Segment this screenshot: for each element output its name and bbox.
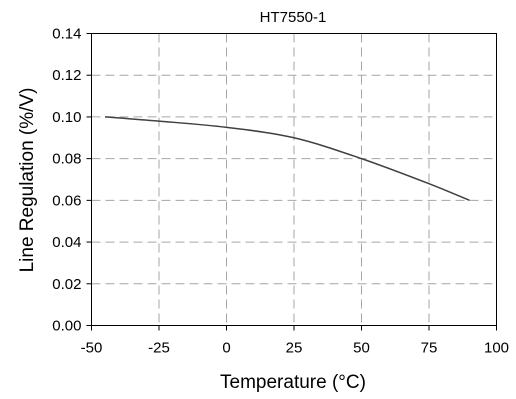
series-group (104, 116, 470, 202)
series-line (104, 116, 470, 202)
x-tick-label: 25 (286, 340, 303, 357)
y-axis-label: Line Regulation (%/V) (17, 88, 38, 273)
x-tick-label: 100 (484, 340, 509, 357)
y-tick-label: 0.12 (52, 67, 81, 84)
x-tick-labels: -50 -25 0 25 50 75 100 (81, 340, 509, 357)
tick-marks (86, 33, 497, 331)
x-tick-label: -50 (81, 340, 103, 357)
y-tick-labels: 0.00 0.02 0.04 0.06 0.08 0.10 0.12 0.14 (52, 26, 81, 335)
x-tick-label: 50 (353, 340, 370, 357)
y-tick-label: 0.02 (52, 276, 81, 293)
y-tick-label: 0.06 (52, 192, 81, 209)
y-tick-label: 0.08 (52, 151, 81, 168)
y-tick-label: 0.00 (52, 318, 81, 335)
y-tick-label: 0.14 (52, 26, 81, 43)
x-tick-label: 0 (222, 340, 230, 357)
grid-lines (91, 33, 497, 326)
y-tick-label: 0.04 (52, 234, 81, 251)
y-tick-label: 0.10 (52, 109, 81, 126)
x-axis-label: Temperature (°C) (220, 372, 366, 393)
x-tick-label: 75 (421, 340, 438, 357)
chart-title: HT7550-1 (260, 9, 327, 26)
x-tick-label: -25 (148, 340, 170, 357)
